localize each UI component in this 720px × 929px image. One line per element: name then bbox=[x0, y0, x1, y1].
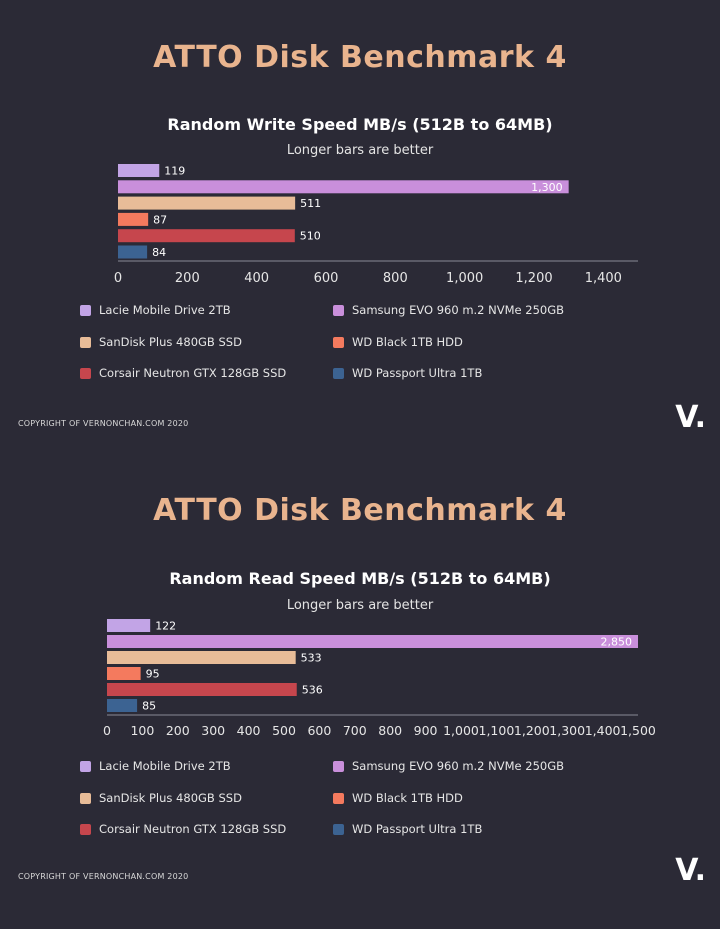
x-tick-label: 700 bbox=[343, 723, 367, 738]
legend-swatch bbox=[80, 760, 91, 772]
data-label: 87 bbox=[153, 213, 167, 226]
legend-item: SanDisk Plus 480GB SSD bbox=[80, 791, 242, 805]
legend-swatch bbox=[80, 304, 91, 316]
legend-swatch bbox=[80, 367, 91, 379]
legend-swatch bbox=[333, 367, 344, 379]
read-speed-bar-chart: 122 2,850 533 95 536 85 0 100 200 300 400 500 600 700… bbox=[103, 619, 656, 738]
chart-subtitle: Longer bars are better bbox=[286, 143, 434, 158]
write-speed-bar-chart: 119 1,300 511 87 510 84 0 200 400 600 800 1,000 1,20… bbox=[114, 164, 638, 286]
x-tick-label: 400 bbox=[244, 271, 269, 286]
x-tick-label: 800 bbox=[383, 271, 408, 286]
x-tick-label: 0 bbox=[103, 723, 111, 738]
data-label: 1,300 bbox=[531, 181, 563, 194]
x-tick-label: 1,300 bbox=[549, 723, 585, 738]
data-label: 510 bbox=[300, 230, 321, 243]
legend-swatch bbox=[333, 823, 344, 835]
legend-swatch bbox=[80, 823, 91, 835]
legend-swatch bbox=[333, 792, 344, 804]
chart-title: Random Read Speed MB/s (512B to 64MB) bbox=[169, 569, 551, 588]
x-tick-label: 1,200 bbox=[515, 271, 552, 286]
x-tick-label: 200 bbox=[166, 723, 190, 738]
x-tick-label: 1,400 bbox=[585, 723, 621, 738]
x-tick-label: 800 bbox=[378, 723, 402, 738]
chart-subtitle: Longer bars are better bbox=[286, 598, 434, 613]
legend-swatch bbox=[80, 336, 91, 348]
x-tick-label: 600 bbox=[307, 723, 331, 738]
legend-item: WD Passport Ultra 1TB bbox=[333, 822, 482, 836]
main-title: ATTO Disk Benchmark 4 bbox=[153, 493, 567, 528]
legend-item: Corsair Neutron GTX 128GB SSD bbox=[80, 366, 286, 380]
bar bbox=[118, 180, 569, 194]
bar bbox=[107, 651, 296, 664]
legend-item: WD Black 1TB HDD bbox=[333, 335, 463, 349]
x-tick-label: 1,100 bbox=[479, 723, 515, 738]
data-label: 95 bbox=[146, 668, 160, 681]
write-speed-panel: ATTO Disk Benchmark 4 Random Write Speed… bbox=[0, 0, 720, 455]
legend-swatch bbox=[333, 304, 344, 316]
legend-item: WD Passport Ultra 1TB bbox=[333, 366, 482, 380]
bar bbox=[107, 619, 151, 632]
x-tick-label: 400 bbox=[237, 723, 261, 738]
x-tick-label: 1,500 bbox=[620, 723, 656, 738]
bar bbox=[107, 635, 638, 648]
site-logo: V. bbox=[675, 400, 706, 435]
bar bbox=[118, 245, 148, 259]
x-tick-label: 1,200 bbox=[514, 723, 550, 738]
main-title: ATTO Disk Benchmark 4 bbox=[153, 40, 567, 75]
legend-item: SanDisk Plus 480GB SSD bbox=[80, 335, 242, 349]
x-tick-label: 1,400 bbox=[585, 271, 622, 286]
data-label: 122 bbox=[155, 620, 176, 633]
data-label: 533 bbox=[301, 652, 322, 665]
bar bbox=[118, 229, 295, 243]
legend-item: WD Black 1TB HDD bbox=[333, 791, 463, 805]
bar bbox=[107, 667, 141, 680]
read-speed-panel: ATTO Disk Benchmark 4 Random Read Speed … bbox=[0, 455, 720, 929]
bar bbox=[118, 164, 160, 177]
x-tick-label: 600 bbox=[314, 271, 339, 286]
chart-title: Random Write Speed MB/s (512B to 64MB) bbox=[167, 115, 553, 134]
bar bbox=[118, 212, 149, 226]
x-tick-label: 100 bbox=[130, 723, 154, 738]
legend-item: Lacie Mobile Drive 2TB bbox=[80, 759, 231, 773]
site-logo: V. bbox=[675, 853, 706, 888]
bar bbox=[107, 683, 297, 696]
bar bbox=[107, 699, 138, 712]
data-label: 511 bbox=[300, 197, 321, 210]
data-label: 536 bbox=[302, 684, 323, 697]
copyright-text: COPYRIGHT OF VERNONCHAN.COM 2020 bbox=[18, 872, 189, 881]
legend-swatch bbox=[333, 336, 344, 348]
x-tick-label: 1,000 bbox=[446, 271, 483, 286]
x-tick-label: 1,000 bbox=[443, 723, 479, 738]
x-tick-label: 0 bbox=[114, 271, 122, 286]
legend-item: Samsung EVO 960 m.2 NVMe 250GB bbox=[333, 759, 564, 773]
x-tick-label: 500 bbox=[272, 723, 296, 738]
copyright-text: COPYRIGHT OF VERNONCHAN.COM 2020 bbox=[18, 419, 189, 428]
data-label: 119 bbox=[164, 165, 185, 178]
x-tick-label: 200 bbox=[175, 271, 200, 286]
data-label: 2,850 bbox=[601, 636, 633, 649]
data-label: 85 bbox=[142, 700, 156, 713]
legend-item: Samsung EVO 960 m.2 NVMe 250GB bbox=[333, 303, 564, 317]
legend-swatch bbox=[80, 792, 91, 804]
legend-swatch bbox=[333, 760, 344, 772]
bar bbox=[118, 196, 296, 210]
x-tick-label: 300 bbox=[201, 723, 225, 738]
legend-item: Lacie Mobile Drive 2TB bbox=[80, 303, 231, 317]
legend-item: Corsair Neutron GTX 128GB SSD bbox=[80, 822, 286, 836]
data-label: 84 bbox=[152, 246, 166, 259]
x-tick-label: 900 bbox=[414, 723, 438, 738]
